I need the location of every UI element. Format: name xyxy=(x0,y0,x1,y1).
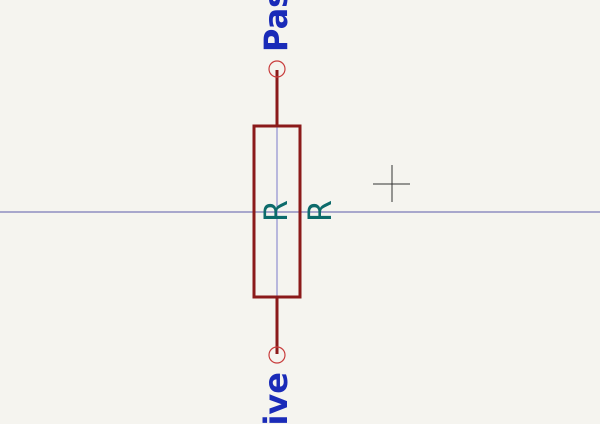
pin-name-top: Pas xyxy=(257,0,295,52)
component-value: R xyxy=(301,200,339,222)
resistor-body[interactable] xyxy=(252,124,302,299)
reference-designator: R xyxy=(257,200,295,222)
crosshair-cursor-icon xyxy=(373,165,410,202)
pin-marker-bottom[interactable] xyxy=(268,346,286,364)
pin-name-bottom: sive xyxy=(257,372,295,424)
pin-marker-top[interactable] xyxy=(268,60,286,78)
